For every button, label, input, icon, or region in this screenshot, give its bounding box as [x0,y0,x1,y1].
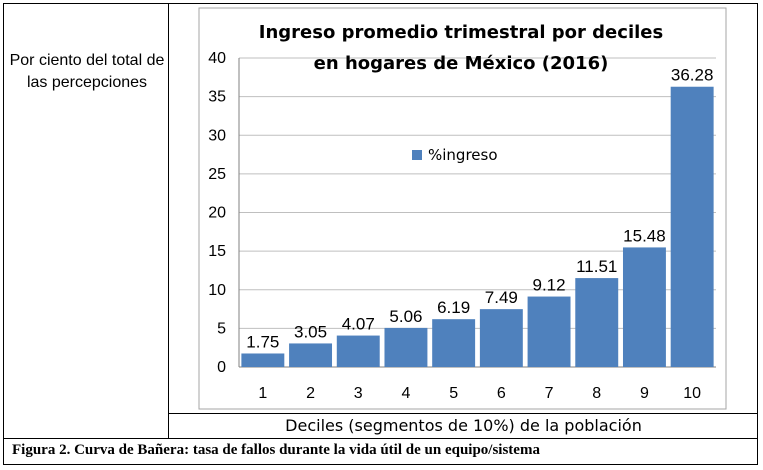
y-tick-label: 10 [208,282,226,299]
table-divider-x-label [168,413,758,414]
x-tick-label: 5 [449,385,458,402]
x-tick-label: 10 [683,385,701,402]
bar [479,309,523,367]
value-labels: 1.75 3.05 4.07 5.06 6.19 7.49 9.12 11.51 15.48 36… [246,66,713,352]
x-tick-label: 7 [545,385,554,402]
bars [241,86,714,367]
bar [289,343,333,367]
figure-frame [3,3,758,465]
y-tick-labels: 0 5 10 15 20 25 30 35 40 [208,50,226,376]
x-tick-label: 2 [306,385,315,402]
bar [241,353,285,367]
bar-value-label: 36.28 [671,66,714,85]
x-tick-label: 6 [497,385,506,402]
y-tick-label: 0 [217,359,226,376]
x-tick-label: 4 [401,385,410,402]
legend-swatch [412,150,422,160]
bar [670,86,714,367]
x-tick-labels: 1 2 3 4 5 6 7 8 9 10 [258,385,701,402]
bar [384,327,428,367]
legend: %ingreso [412,146,498,164]
bar-value-label: 4.07 [342,315,375,334]
y-tick-label: 20 [208,205,226,222]
bar-value-label: 1.75 [246,332,279,351]
x-tick-label: 9 [640,385,649,402]
x-tick-label: 8 [592,385,601,402]
x-tick-label: 3 [354,385,363,402]
bar-value-label: 6.19 [437,298,470,317]
bar-value-label: 11.51 [576,257,617,276]
y-tick-label: 35 [208,89,226,106]
x-axis-title: Deciles (segmentos de 10%) de la poblaci… [285,416,642,435]
table-vertical-divider [168,3,169,439]
bar [336,335,380,367]
bar [622,247,666,367]
y-tick-label: 5 [217,320,226,337]
y-axis-side-label: Por ciento del total de las percepciones [9,52,165,91]
legend-label: %ingreso [428,146,498,164]
bar-value-label: 5.06 [389,307,422,326]
y-tick-label: 30 [208,127,226,144]
bar [527,296,571,367]
figure-caption: Figura 2. Curva de Bañera: tasa de fallo… [12,442,540,458]
bar-value-label: 7.49 [485,288,518,307]
table-divider-caption [3,438,758,439]
y-tick-label: 25 [208,166,226,183]
bar-value-label: 9.12 [533,276,566,295]
y-tick-label: 40 [208,50,226,67]
y-tick-label: 15 [208,243,226,260]
bar [575,278,619,367]
chart-title-line-1: Ingreso promedio trimestral por deciles [259,22,663,43]
chart-title-line-2: en hogares de México (2016) [314,53,609,74]
bar-value-label: 15.48 [623,226,666,245]
bar-value-label: 3.05 [294,322,327,341]
x-tick-label: 1 [258,385,267,402]
bar [432,319,476,367]
